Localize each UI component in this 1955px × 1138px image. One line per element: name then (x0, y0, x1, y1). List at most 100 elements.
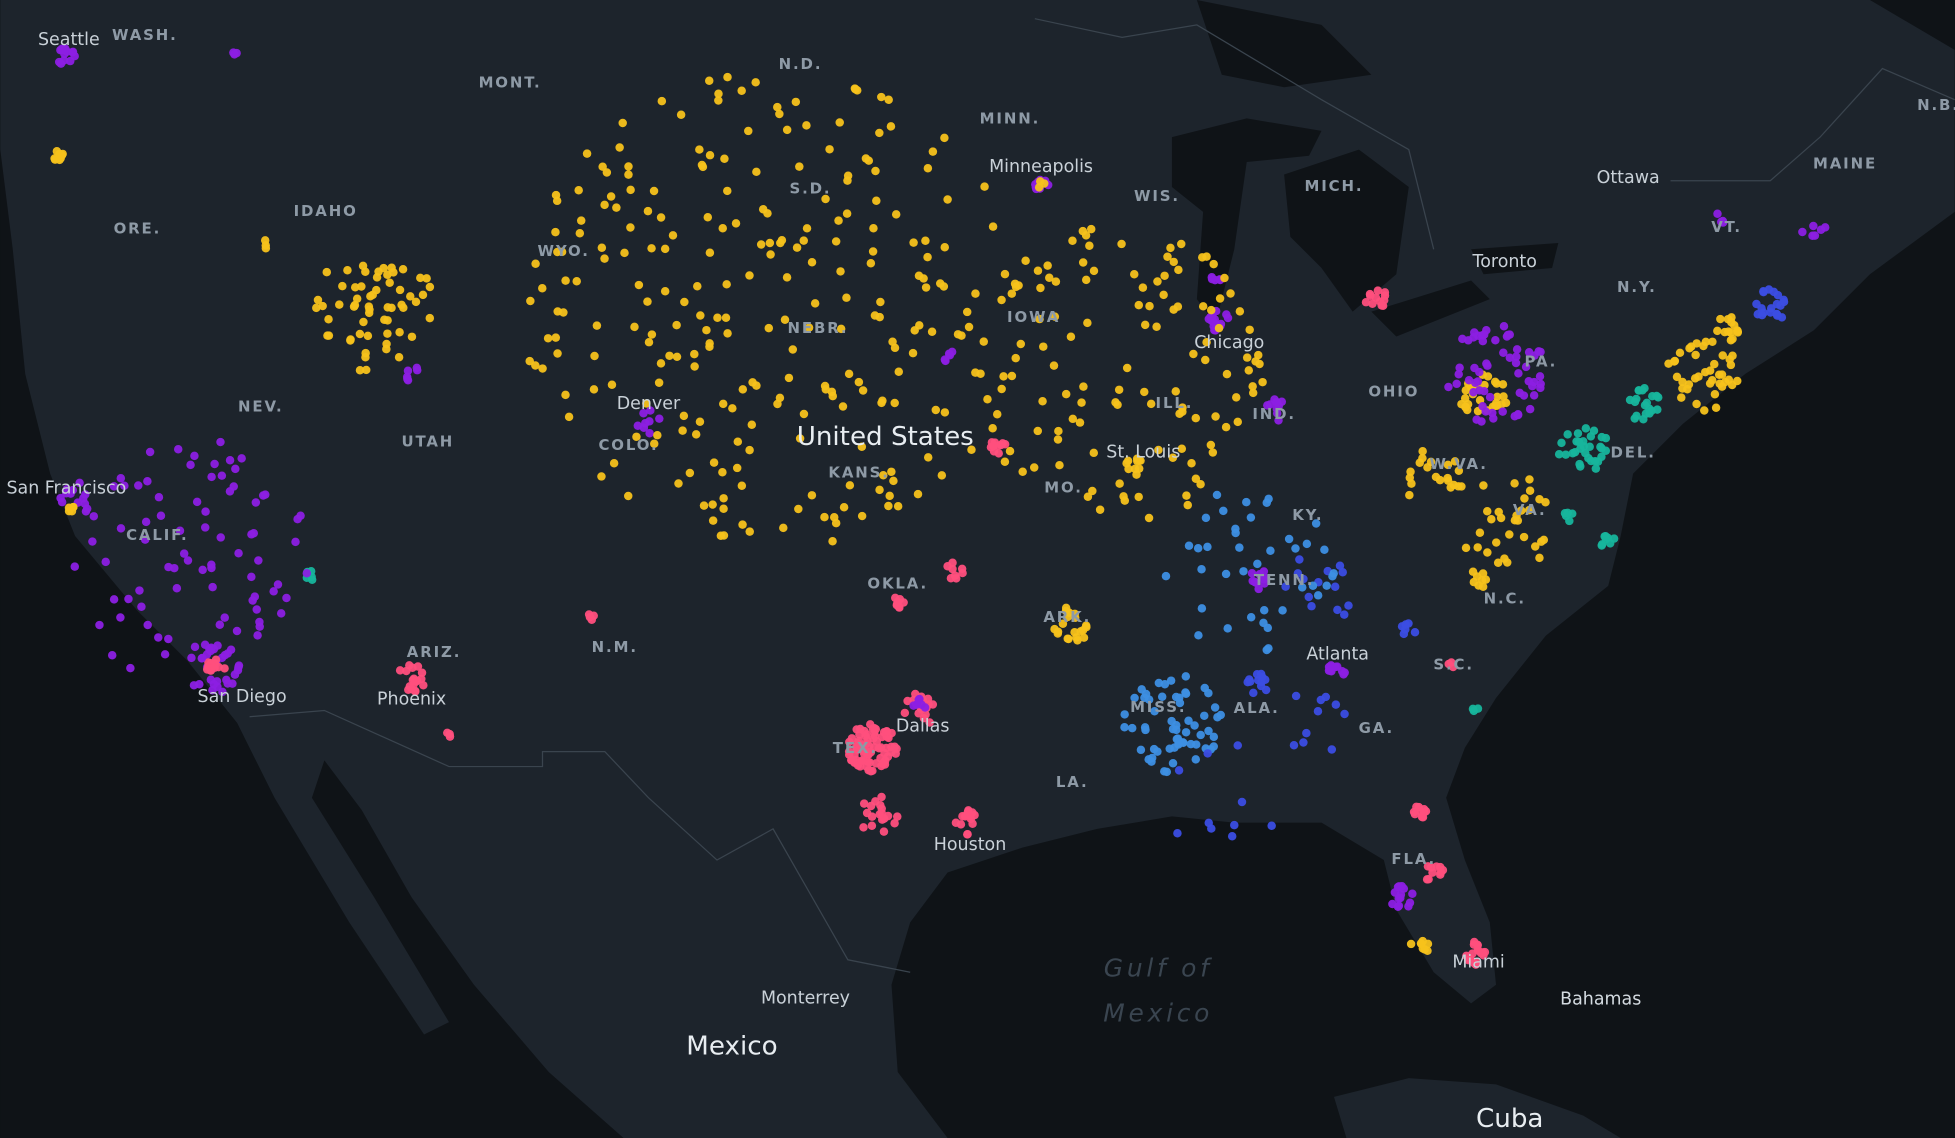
point (1190, 721, 1199, 730)
point (1524, 347, 1534, 357)
point (213, 641, 222, 650)
point (657, 96, 667, 106)
point (1648, 391, 1657, 401)
point (190, 642, 200, 652)
point (1672, 372, 1682, 382)
point (779, 523, 788, 533)
point (198, 565, 207, 575)
point (1258, 377, 1267, 387)
point (1166, 243, 1175, 253)
point (1061, 389, 1071, 399)
point (887, 467, 896, 477)
point (674, 479, 683, 488)
point (980, 182, 989, 191)
point (251, 498, 261, 507)
point (1264, 644, 1273, 653)
point (1253, 559, 1262, 569)
city-label: Atlanta (1306, 644, 1369, 664)
point (1049, 361, 1059, 370)
state-label: MISS. (1130, 698, 1186, 716)
point (705, 150, 715, 160)
point (143, 620, 152, 630)
point (416, 273, 425, 283)
point (205, 644, 214, 654)
point (585, 612, 595, 622)
point (1144, 695, 1154, 704)
point (685, 468, 695, 478)
point (914, 695, 923, 705)
point (553, 247, 562, 257)
point (624, 491, 633, 501)
point (1468, 567, 1478, 576)
point (1147, 753, 1157, 763)
point (718, 223, 727, 233)
point (745, 527, 754, 536)
point (1338, 567, 1347, 577)
point (1206, 440, 1216, 450)
point (109, 595, 119, 604)
point (875, 128, 884, 138)
point (1809, 221, 1818, 231)
point (1718, 351, 1727, 360)
point (1233, 741, 1242, 750)
point (1713, 326, 1722, 336)
point (1302, 728, 1311, 738)
point (645, 428, 654, 438)
point (1447, 658, 1456, 667)
point (56, 45, 65, 55)
point (1713, 209, 1722, 218)
point (1077, 398, 1086, 407)
point (894, 367, 904, 376)
state-label: NEBR. (788, 319, 849, 337)
point (1810, 231, 1820, 240)
point (1632, 394, 1641, 404)
city-label: Dallas (896, 717, 950, 737)
point (1505, 353, 1515, 362)
point (1132, 470, 1141, 479)
point (175, 526, 185, 535)
point (1471, 378, 1480, 388)
state-label: DEL. (1610, 444, 1655, 462)
point (364, 302, 374, 311)
point (1072, 633, 1081, 642)
point (940, 243, 949, 252)
point (1491, 335, 1500, 345)
point (618, 118, 627, 128)
point (1150, 707, 1159, 716)
point (1177, 239, 1186, 249)
point (1331, 700, 1341, 709)
point (1251, 357, 1260, 366)
point (258, 491, 268, 500)
point (349, 302, 359, 311)
point (1293, 569, 1303, 578)
point (1423, 939, 1433, 949)
point (1458, 334, 1467, 344)
point (1329, 569, 1338, 578)
point (1431, 472, 1441, 482)
point (870, 728, 879, 738)
point (607, 380, 617, 389)
point (361, 352, 370, 362)
state-label: N.B. (1917, 96, 1955, 114)
point (876, 297, 885, 307)
point (861, 154, 871, 163)
point (1136, 745, 1146, 755)
point (1174, 265, 1183, 275)
point (141, 517, 151, 527)
point (1535, 553, 1544, 563)
point (1311, 519, 1321, 528)
point (708, 500, 717, 509)
point (958, 568, 967, 578)
point (1473, 543, 1482, 552)
point (1198, 302, 1208, 311)
point (1266, 546, 1275, 555)
point (698, 162, 708, 172)
point (52, 147, 62, 156)
point (1331, 662, 1340, 672)
point (1039, 342, 1048, 351)
point (135, 586, 144, 595)
point (1597, 541, 1606, 550)
point (1055, 460, 1064, 470)
state-label: N.C. (1484, 590, 1526, 608)
point (223, 649, 232, 658)
